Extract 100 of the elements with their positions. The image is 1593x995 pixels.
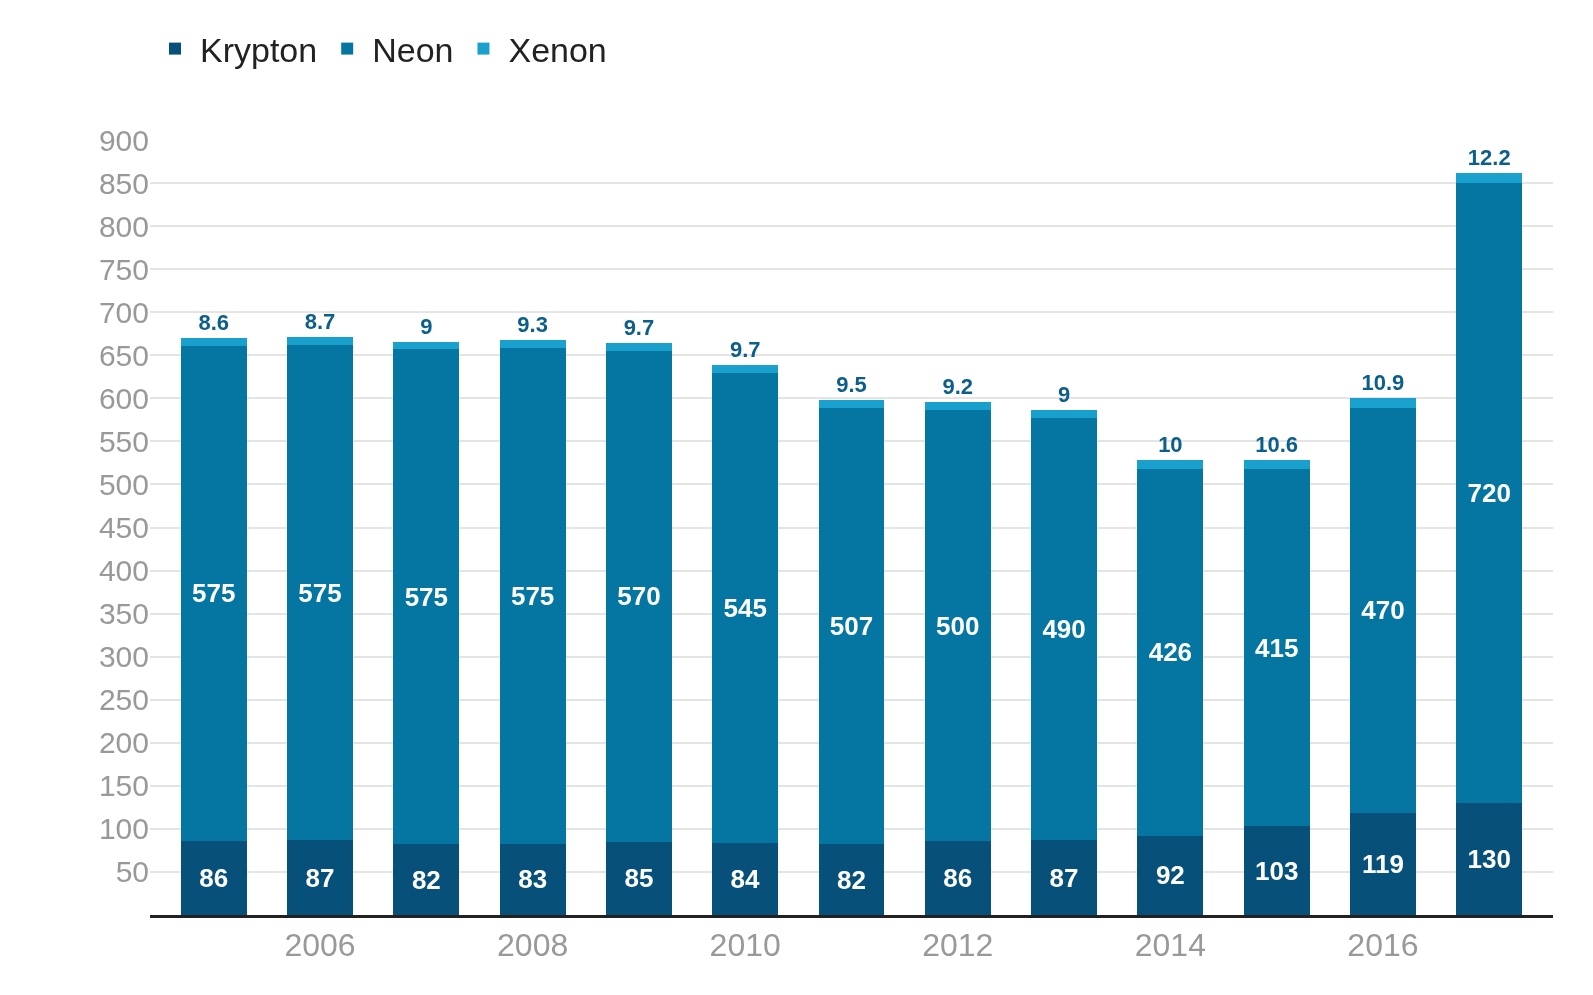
legend-label: Krypton bbox=[200, 30, 318, 69]
data-label: 12.2 bbox=[1467, 144, 1511, 170]
data-label: 119 bbox=[1361, 848, 1404, 879]
data-label: 82 bbox=[411, 864, 441, 895]
bar bbox=[1349, 407, 1416, 813]
bar bbox=[1456, 803, 1523, 915]
y-tick-label: 300 bbox=[98, 640, 149, 674]
y-tick-label: 750 bbox=[98, 252, 149, 286]
bar bbox=[924, 402, 991, 411]
y-tick-label: 500 bbox=[98, 467, 149, 501]
bar bbox=[1456, 183, 1523, 804]
bar bbox=[605, 841, 672, 915]
data-label: 103 bbox=[1254, 855, 1299, 886]
bar bbox=[1137, 468, 1204, 836]
legend-label: Xenon bbox=[508, 30, 607, 69]
bar bbox=[818, 407, 885, 845]
bar bbox=[1031, 840, 1098, 915]
y-tick-label: 100 bbox=[98, 812, 149, 846]
bar bbox=[712, 842, 779, 915]
bar bbox=[1243, 826, 1310, 915]
bar bbox=[818, 399, 885, 408]
bar bbox=[180, 345, 247, 841]
data-label: 9.5 bbox=[836, 371, 867, 397]
bar bbox=[287, 840, 354, 915]
y-tick-label: 550 bbox=[98, 424, 149, 458]
data-label: 9 bbox=[1057, 382, 1071, 408]
bar bbox=[393, 844, 460, 915]
data-label: 86 bbox=[199, 862, 229, 893]
bar bbox=[924, 840, 991, 915]
x-tick-label: 2010 bbox=[709, 927, 781, 964]
data-label: 470 bbox=[1361, 595, 1405, 626]
data-label: 575 bbox=[192, 578, 236, 609]
bar bbox=[287, 337, 354, 345]
bar bbox=[1349, 812, 1416, 915]
data-label: 490 bbox=[1042, 614, 1086, 645]
data-label: 8.7 bbox=[304, 309, 336, 335]
data-label: 8.6 bbox=[198, 310, 230, 336]
data-label: 87 bbox=[305, 862, 335, 893]
bar bbox=[499, 843, 566, 915]
y-tick-label: 150 bbox=[98, 769, 149, 803]
bar bbox=[287, 344, 354, 841]
bar bbox=[605, 350, 672, 842]
x-tick-label: 2008 bbox=[497, 927, 569, 964]
bar bbox=[180, 338, 247, 346]
data-label: 9.7 bbox=[623, 314, 655, 340]
data-label: 87 bbox=[1049, 862, 1079, 893]
bar bbox=[924, 410, 991, 841]
bar bbox=[1031, 418, 1098, 841]
data-label: 415 bbox=[1254, 632, 1299, 663]
data-label: 575 bbox=[510, 580, 555, 611]
data-label: 545 bbox=[723, 593, 767, 624]
data-label: 82 bbox=[837, 864, 866, 895]
data-label: 9.7 bbox=[729, 337, 761, 363]
data-label: 84 bbox=[730, 863, 760, 894]
x-tick-label: 2012 bbox=[922, 927, 994, 964]
bar bbox=[499, 348, 566, 844]
data-label: 507 bbox=[829, 611, 874, 642]
bar bbox=[712, 365, 779, 374]
bar bbox=[1243, 468, 1310, 827]
y-tick-label: 600 bbox=[98, 381, 149, 415]
y-tick-label: 50 bbox=[115, 855, 149, 889]
data-label: 85 bbox=[624, 863, 654, 894]
bar bbox=[818, 844, 885, 915]
bar bbox=[1349, 398, 1416, 408]
data-label: 575 bbox=[404, 581, 449, 612]
bar bbox=[1137, 460, 1204, 469]
y-tick-label: 700 bbox=[98, 295, 149, 329]
y-tick-label: 800 bbox=[98, 209, 149, 243]
x-tick-label: 2014 bbox=[1134, 927, 1206, 964]
data-label: 500 bbox=[936, 610, 980, 641]
y-tick-label: 400 bbox=[98, 554, 149, 588]
data-label: 10.9 bbox=[1361, 370, 1405, 396]
bar bbox=[393, 349, 460, 845]
data-label: 575 bbox=[298, 577, 342, 608]
legend-label: Neon bbox=[372, 30, 454, 69]
y-tick-label: 250 bbox=[98, 683, 149, 717]
y-tick-label: 200 bbox=[98, 726, 149, 760]
data-label: 9.3 bbox=[517, 312, 548, 338]
y-tick-label: 350 bbox=[98, 597, 149, 631]
data-label: 10.6 bbox=[1255, 431, 1299, 457]
y-tick-label: 650 bbox=[98, 338, 149, 372]
data-label: 10 bbox=[1158, 432, 1183, 458]
bar bbox=[1031, 410, 1098, 419]
data-label: 92 bbox=[1155, 860, 1185, 891]
y-tick-label: 900 bbox=[98, 123, 149, 157]
bar bbox=[499, 340, 566, 349]
data-label: 720 bbox=[1467, 478, 1511, 509]
bar bbox=[180, 840, 247, 915]
data-label: 9 bbox=[420, 313, 433, 339]
data-label: 83 bbox=[518, 864, 548, 895]
x-tick-label: 2016 bbox=[1347, 927, 1419, 964]
bar bbox=[1137, 835, 1204, 915]
bar bbox=[605, 342, 672, 351]
bar bbox=[1456, 172, 1523, 184]
bar bbox=[1243, 459, 1310, 469]
data-label: 9.2 bbox=[942, 374, 974, 400]
data-label: 130 bbox=[1467, 844, 1511, 875]
y-tick-label: 450 bbox=[98, 511, 149, 544]
bar bbox=[393, 341, 460, 350]
bar bbox=[712, 373, 779, 843]
